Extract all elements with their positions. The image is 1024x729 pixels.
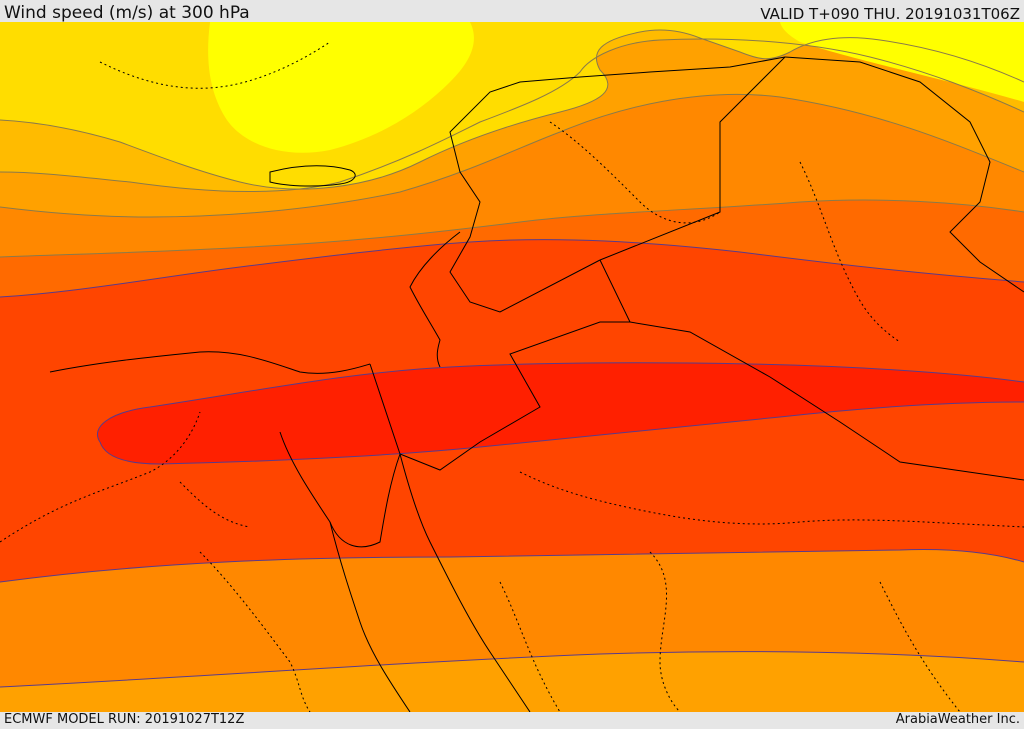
valid-time: VALID T+090 THU. 20191031T06Z (760, 5, 1020, 23)
band-fill-8-jet (97, 362, 1024, 464)
map-svg (0, 22, 1024, 712)
band-fill-1-north (208, 22, 1024, 153)
province-boundaries (0, 41, 1024, 712)
band-fill-4-south (0, 651, 1024, 712)
credit-label: ArabiaWeather Inc. (895, 712, 1020, 727)
model-run-label: ECMWF MODEL RUN: 20191027T12Z (4, 712, 245, 727)
header-bar: Wind speed (m/s) at 300 hPa VALID T+090 … (0, 0, 1024, 23)
country-borders (49, 56, 1024, 712)
map-title: Wind speed (m/s) at 300 hPa (4, 3, 250, 23)
wind-speed-map (0, 22, 1024, 712)
contour-lines (0, 29, 1024, 688)
footer-bar: ECMWF MODEL RUN: 20191027T12Z ArabiaWeat… (0, 712, 1024, 729)
